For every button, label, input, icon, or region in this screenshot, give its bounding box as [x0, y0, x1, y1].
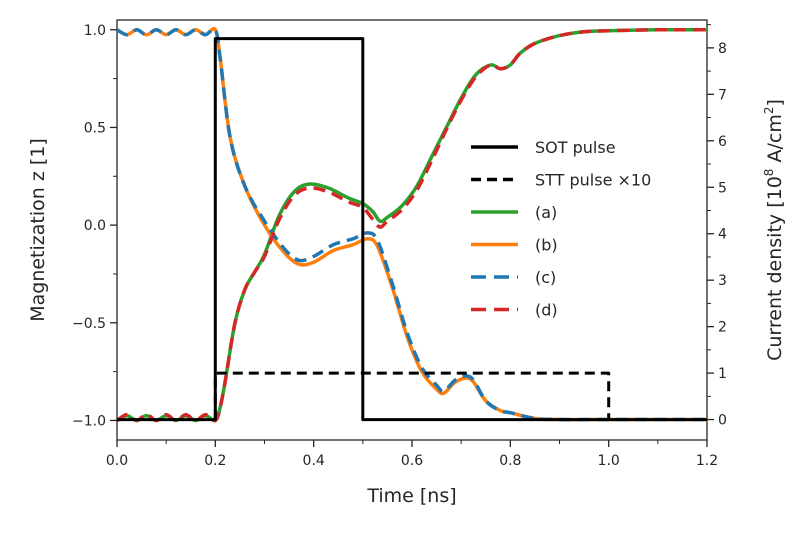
y-right-tick-label: 7	[718, 87, 727, 103]
y-right-axis-ticks: 8 7 6 5 4 3 2 1 0	[707, 24, 727, 429]
x-axis-ticks: 0.0 0.2 0.4 0.6 0.8 1.0 1.2	[106, 440, 718, 469]
series-line-5	[117, 27, 707, 423]
legend-label: (a)	[535, 203, 557, 222]
legend-label: (b)	[535, 236, 558, 255]
x-tick-label: 0.0	[106, 453, 128, 469]
y-right-label-prefix: Current density [10	[764, 176, 786, 361]
y-right-label-exp1: 8	[762, 169, 776, 177]
y-left-tick-label: −0.5	[72, 316, 106, 332]
plot-frame	[116, 19, 708, 441]
legend-label: STT pulse ×10	[535, 171, 651, 190]
legend-label: (d)	[535, 301, 558, 320]
y-right-axis-label: Current density [108 A/cm2]	[762, 99, 786, 361]
x-axis-label: Time [ns]	[366, 485, 456, 507]
y-left-tick-label: −1.0	[72, 413, 106, 429]
legend-label: SOT pulse	[535, 138, 616, 157]
x-tick-label: 0.6	[401, 453, 423, 469]
x-tick-label: 0.4	[303, 453, 325, 469]
y-right-tick-label: 8	[718, 41, 727, 57]
series-line-4	[117, 27, 707, 422]
y-right-tick-label: 3	[718, 273, 727, 289]
y-right-tick-label: 6	[718, 134, 727, 150]
y-left-tick-label: 0.5	[84, 120, 106, 136]
y-right-label-mid: A/cm	[764, 114, 786, 168]
series-line-1	[213, 371, 611, 420]
x-tick-label: 1.2	[696, 453, 718, 469]
y-right-tick-label: 4	[718, 227, 727, 243]
y-left-tick-label: 1.0	[84, 23, 106, 39]
series-line-0	[117, 37, 707, 422]
x-tick-label: 0.2	[204, 453, 226, 469]
x-tick-label: 1.0	[598, 453, 620, 469]
y-right-tick-label: 2	[718, 320, 727, 336]
x-tick-label: 0.8	[499, 453, 521, 469]
series-line-3	[117, 27, 707, 422]
series-line-2	[117, 27, 707, 423]
legend: SOT pulse STT pulse ×10 (a) (b) (c) (d)	[471, 138, 651, 320]
series-group	[117, 27, 707, 423]
y-right-label-suffix: ]	[764, 99, 786, 106]
y-right-label-exp2: 2	[762, 107, 776, 115]
y-left-tick-label: 0.0	[84, 218, 106, 234]
y-left-axis-ticks: 1.0 0.5 0.0 −0.5 −1.0	[72, 23, 117, 429]
y-right-tick-label: 1	[718, 366, 727, 382]
y-left-axis-label: Magnetization z [1]	[27, 138, 49, 322]
legend-label: (c)	[535, 268, 556, 287]
y-right-tick-label: 5	[718, 180, 727, 196]
y-right-tick-label: 0	[718, 413, 727, 429]
